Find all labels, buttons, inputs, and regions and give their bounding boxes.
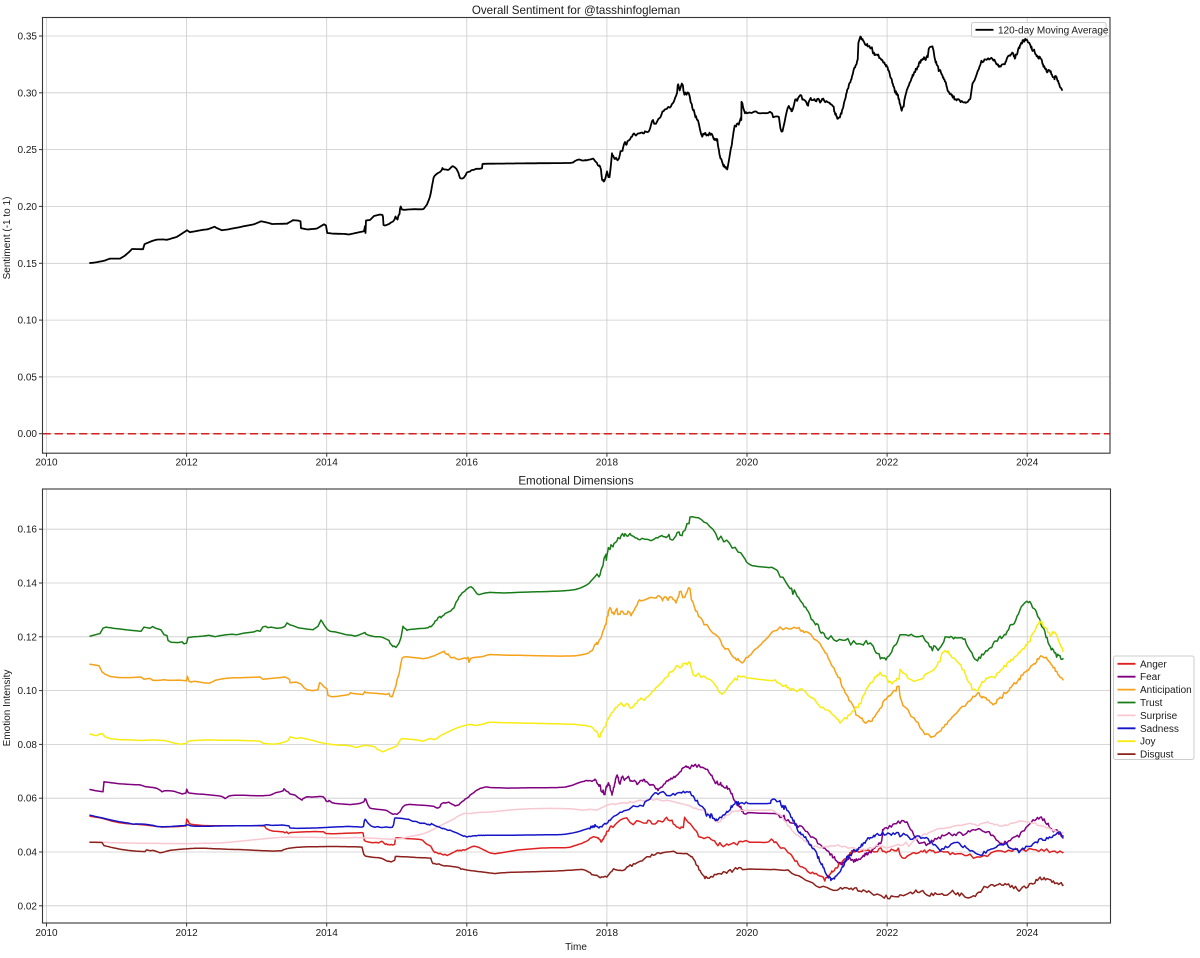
svg-text:Sentiment (-1 to 1): Sentiment (-1 to 1) xyxy=(2,197,13,280)
svg-text:2012: 2012 xyxy=(175,928,198,939)
svg-text:0.02: 0.02 xyxy=(18,901,38,912)
svg-text:Anger: Anger xyxy=(1140,659,1167,670)
svg-text:0.35: 0.35 xyxy=(18,32,38,43)
svg-text:Disgust: Disgust xyxy=(1140,750,1174,761)
svg-text:Overall Sentiment for @tasshin: Overall Sentiment for @tasshinfogleman xyxy=(472,4,680,17)
svg-text:2020: 2020 xyxy=(736,928,759,939)
svg-text:Time: Time xyxy=(565,942,587,953)
svg-text:0.10: 0.10 xyxy=(18,316,38,327)
svg-text:2022: 2022 xyxy=(876,928,899,939)
svg-text:2018: 2018 xyxy=(596,458,619,469)
svg-text:0.05: 0.05 xyxy=(18,372,38,383)
svg-text:2016: 2016 xyxy=(456,928,479,939)
svg-text:2024: 2024 xyxy=(1016,928,1039,939)
svg-text:Emotion Intensity: Emotion Intensity xyxy=(2,670,13,747)
svg-text:2022: 2022 xyxy=(876,458,899,469)
svg-text:Emotional Dimensions: Emotional Dimensions xyxy=(518,474,634,487)
svg-text:0.20: 0.20 xyxy=(18,202,38,213)
svg-text:0.06: 0.06 xyxy=(18,794,38,805)
svg-text:0.04: 0.04 xyxy=(18,848,38,859)
svg-text:Anticipation: Anticipation xyxy=(1140,685,1192,696)
svg-text:2020: 2020 xyxy=(736,458,759,469)
svg-text:2014: 2014 xyxy=(316,458,339,469)
svg-text:2018: 2018 xyxy=(596,928,619,939)
svg-text:2024: 2024 xyxy=(1016,458,1039,469)
svg-text:0.10: 0.10 xyxy=(18,686,38,697)
svg-text:Trust: Trust xyxy=(1140,698,1163,709)
svg-text:Sadness: Sadness xyxy=(1140,724,1179,735)
svg-text:Fear: Fear xyxy=(1140,672,1161,683)
svg-text:0.12: 0.12 xyxy=(18,632,38,643)
svg-text:Joy: Joy xyxy=(1140,737,1156,748)
svg-text:0.15: 0.15 xyxy=(18,259,38,270)
svg-text:0.14: 0.14 xyxy=(18,579,38,590)
svg-text:0.30: 0.30 xyxy=(18,88,38,99)
svg-text:Surprise: Surprise xyxy=(1140,711,1178,722)
svg-text:2012: 2012 xyxy=(175,458,198,469)
svg-text:0.08: 0.08 xyxy=(18,740,38,751)
svg-text:0.25: 0.25 xyxy=(18,145,38,156)
svg-text:2010: 2010 xyxy=(35,928,58,939)
svg-text:2010: 2010 xyxy=(35,458,58,469)
svg-text:2016: 2016 xyxy=(456,458,479,469)
svg-text:120-day Moving Average: 120-day Moving Average xyxy=(998,25,1109,36)
svg-text:0.00: 0.00 xyxy=(18,429,38,440)
svg-text:2014: 2014 xyxy=(316,928,339,939)
svg-text:0.16: 0.16 xyxy=(18,525,38,536)
